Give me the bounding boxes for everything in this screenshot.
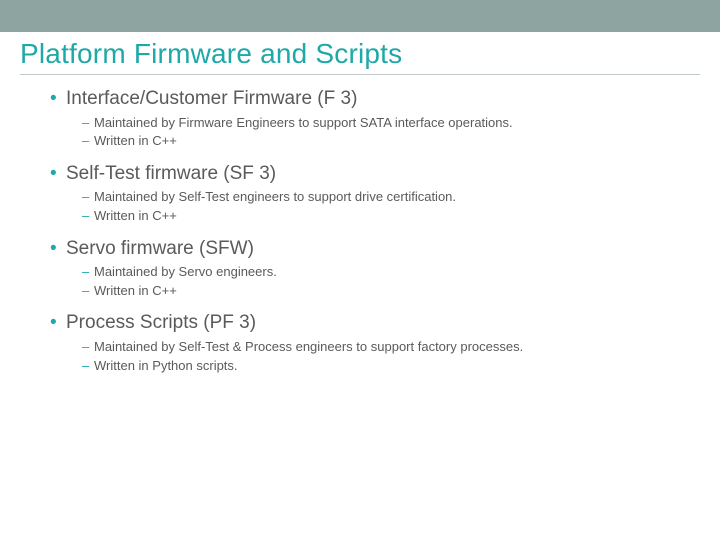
l2-item: Written in C++ [82,282,700,300]
l2-item: Written in C++ [82,132,700,150]
sub-list: Maintained by Self-Test & Process engine… [52,338,700,374]
top-bar [0,0,720,32]
l1-heading: Servo firmware (SFW) [52,237,700,262]
sub-list: Maintained by Servo engineers. Written i… [52,263,700,299]
content-area: Interface/Customer Firmware (F 3) Mainta… [20,87,700,374]
l1-heading: Process Scripts (PF 3) [52,311,700,336]
page-title: Platform Firmware and Scripts [20,38,700,75]
l2-item: Maintained by Self-Test engineers to sup… [82,188,700,206]
section-interface-customer: Interface/Customer Firmware (F 3) Mainta… [52,87,700,150]
section-servo: Servo firmware (SFW) Maintained by Servo… [52,237,700,300]
l2-item: Written in C++ [82,207,700,225]
l2-item: Maintained by Firmware Engineers to supp… [82,114,700,132]
sub-list: Maintained by Firmware Engineers to supp… [52,114,700,150]
l2-item: Maintained by Self-Test & Process engine… [82,338,700,356]
sub-list: Maintained by Self-Test engineers to sup… [52,188,700,224]
slide-body: Platform Firmware and Scripts Interface/… [0,32,720,374]
section-process-scripts: Process Scripts (PF 3) Maintained by Sel… [52,311,700,374]
l1-heading: Interface/Customer Firmware (F 3) [52,87,700,112]
l2-item: Maintained by Servo engineers. [82,263,700,281]
section-self-test: Self-Test firmware (SF 3) Maintained by … [52,162,700,225]
l1-heading: Self-Test firmware (SF 3) [52,162,700,187]
l2-item: Written in Python scripts. [82,357,700,375]
